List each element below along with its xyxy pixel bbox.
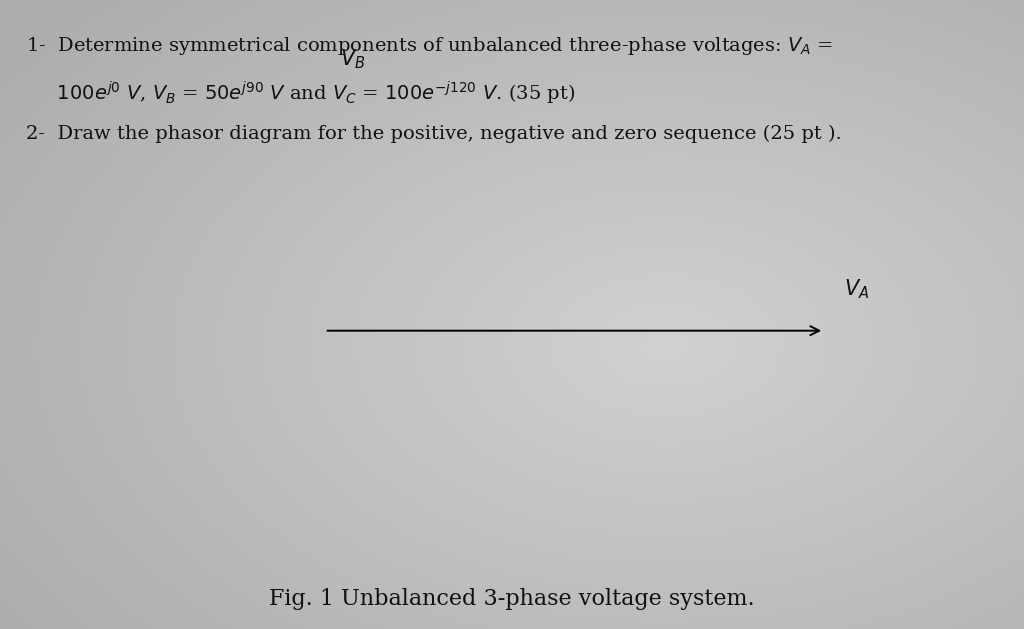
Text: Fig. 1 Unbalanced 3-phase voltage system.: Fig. 1 Unbalanced 3-phase voltage system… bbox=[269, 588, 755, 610]
Text: 2-  Draw the phasor diagram for the positive, negative and zero sequence (25 pt : 2- Draw the phasor diagram for the posit… bbox=[26, 125, 842, 143]
Text: $V_A$: $V_A$ bbox=[844, 277, 869, 301]
Text: $100e^{j0}$ $V$, $V_B$ = $50e^{j90}$ $V$ and $V_C$ = $100e^{-j120}$ $V$. (35 pt): $100e^{j0}$ $V$, $V_B$ = $50e^{j90}$ $V$… bbox=[26, 80, 574, 107]
Text: 1-  Determine symmetrical components of unbalanced three-phase voltages: $V_A$ =: 1- Determine symmetrical components of u… bbox=[26, 35, 833, 57]
Text: $V_B$: $V_B$ bbox=[340, 47, 366, 71]
